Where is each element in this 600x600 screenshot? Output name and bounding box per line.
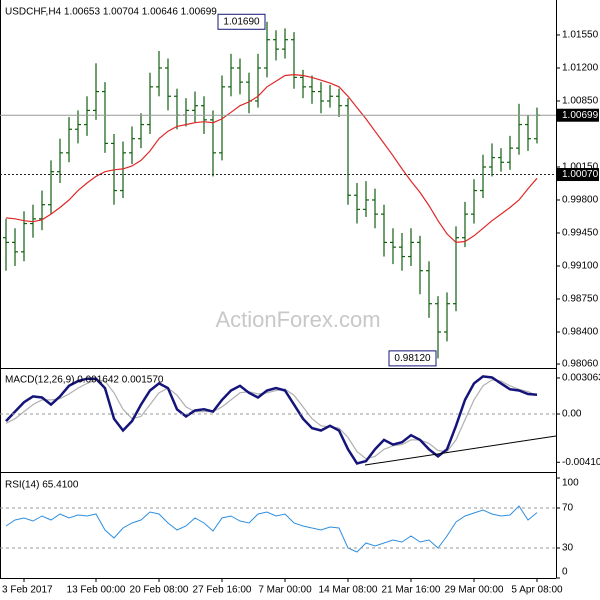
chart-title: USDCHF,H4 1.00653 1.00704 1.00646 1.0069… [5, 7, 217, 18]
rsi-y-tick-label: 70 [562, 503, 574, 514]
y-tick-label: 0.99450 [562, 228, 599, 239]
x-tick-label: 14 Mar 08:00 [319, 585, 378, 596]
annotation-box [388, 350, 437, 367]
annotation-label: 1.01690 [223, 16, 260, 27]
macd-y-tick-label: 0.00 [562, 409, 582, 420]
annotation-label: 0.98120 [394, 353, 431, 364]
y-tick-label: 0.98060 [562, 359, 599, 370]
macd-signal [5, 379, 538, 460]
macd-title: MACD(12,26,9) 0.001642 0.001570 [5, 375, 164, 386]
x-tick-label: 21 Mar 16:00 [382, 585, 441, 596]
y-tick-label: 0.98400 [562, 327, 599, 338]
rsi-y-tick-label: 0 [562, 567, 568, 578]
y-tick-label: 1.01550 [562, 30, 599, 41]
macd-y-tick-label: 0.003063 [562, 373, 600, 384]
x-tick-label: 7 Mar 00:00 [258, 585, 312, 596]
moving-average [5, 73, 538, 244]
x-tick-label: 29 Mar 00:00 [445, 585, 504, 596]
x-tick-label: 20 Feb 08:00 [130, 585, 189, 596]
x-tick-label: 13 Feb 00:00 [67, 585, 126, 596]
y-tick-label: 0.98750 [562, 294, 599, 305]
annotation-box [217, 13, 266, 30]
y-tick-label: 1.01200 [562, 63, 599, 74]
plot-layer [3, 21, 540, 553]
macd-trendline [364, 435, 557, 466]
y-tick-label: 0.99100 [562, 261, 599, 272]
watermark: ActionForex.com [215, 307, 380, 332]
rsi-title: RSI(14) 65.4100 [5, 480, 79, 491]
rsi-line [5, 505, 538, 553]
x-tick-label: 3 Feb 2017 [2, 585, 53, 596]
y-tick-label: 1.00850 [562, 96, 599, 107]
rsi-y-tick-label: 100 [562, 478, 579, 489]
price-level-box [557, 168, 599, 182]
x-tick-label: 27 Feb 16:00 [193, 585, 252, 596]
macd-y-tick-label: -0.004104 [562, 457, 600, 468]
rsi-y-tick-label: 30 [562, 543, 574, 554]
price-level-label: 1.00699 [562, 110, 599, 121]
price-level-label: 1.00070 [562, 169, 599, 180]
price-level-box [557, 108, 599, 122]
x-tick-label: 5 Apr 08:00 [511, 585, 563, 596]
macd-line [5, 375, 538, 465]
y-tick-label: 1.00150 [562, 162, 599, 173]
y-tick-label: 0.99800 [562, 195, 599, 206]
